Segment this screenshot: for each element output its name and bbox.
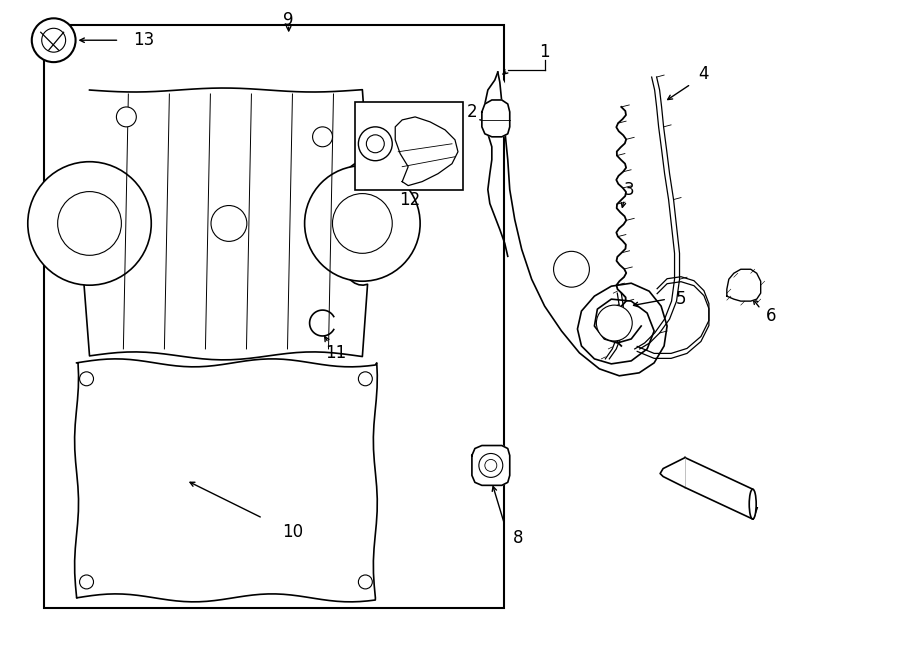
Text: 6: 6 (765, 307, 776, 325)
Circle shape (32, 19, 76, 62)
Polygon shape (395, 117, 458, 186)
Text: 4: 4 (698, 65, 709, 83)
Circle shape (597, 305, 632, 341)
Circle shape (312, 127, 332, 147)
Polygon shape (727, 269, 760, 301)
Polygon shape (498, 72, 667, 376)
Polygon shape (472, 446, 509, 485)
Bar (44, 25, 504, 608)
Text: 10: 10 (282, 523, 303, 541)
Text: 1: 1 (539, 43, 550, 61)
Circle shape (358, 575, 373, 589)
Circle shape (366, 135, 384, 153)
Circle shape (79, 372, 94, 386)
Circle shape (116, 107, 136, 127)
Circle shape (554, 251, 590, 287)
Text: 8: 8 (512, 529, 523, 547)
Circle shape (211, 206, 247, 241)
Bar (356, 102, 463, 190)
Text: 7: 7 (749, 506, 759, 524)
Circle shape (304, 166, 420, 281)
Circle shape (358, 372, 373, 386)
Ellipse shape (749, 489, 756, 519)
Circle shape (41, 28, 66, 52)
Text: 5: 5 (676, 290, 687, 308)
Text: 2: 2 (466, 103, 477, 121)
Polygon shape (482, 100, 509, 137)
Text: 12: 12 (400, 190, 421, 209)
Circle shape (358, 127, 392, 161)
Circle shape (332, 194, 392, 253)
Polygon shape (58, 88, 367, 360)
Circle shape (479, 453, 503, 477)
Text: 3: 3 (624, 180, 634, 198)
Text: 11: 11 (325, 344, 346, 362)
Text: 13: 13 (132, 31, 154, 49)
Circle shape (79, 575, 94, 589)
Circle shape (28, 162, 151, 285)
Polygon shape (685, 457, 752, 519)
Polygon shape (75, 359, 377, 602)
Text: 9: 9 (284, 11, 294, 29)
Polygon shape (660, 457, 685, 488)
Circle shape (485, 459, 497, 471)
Circle shape (58, 192, 122, 255)
